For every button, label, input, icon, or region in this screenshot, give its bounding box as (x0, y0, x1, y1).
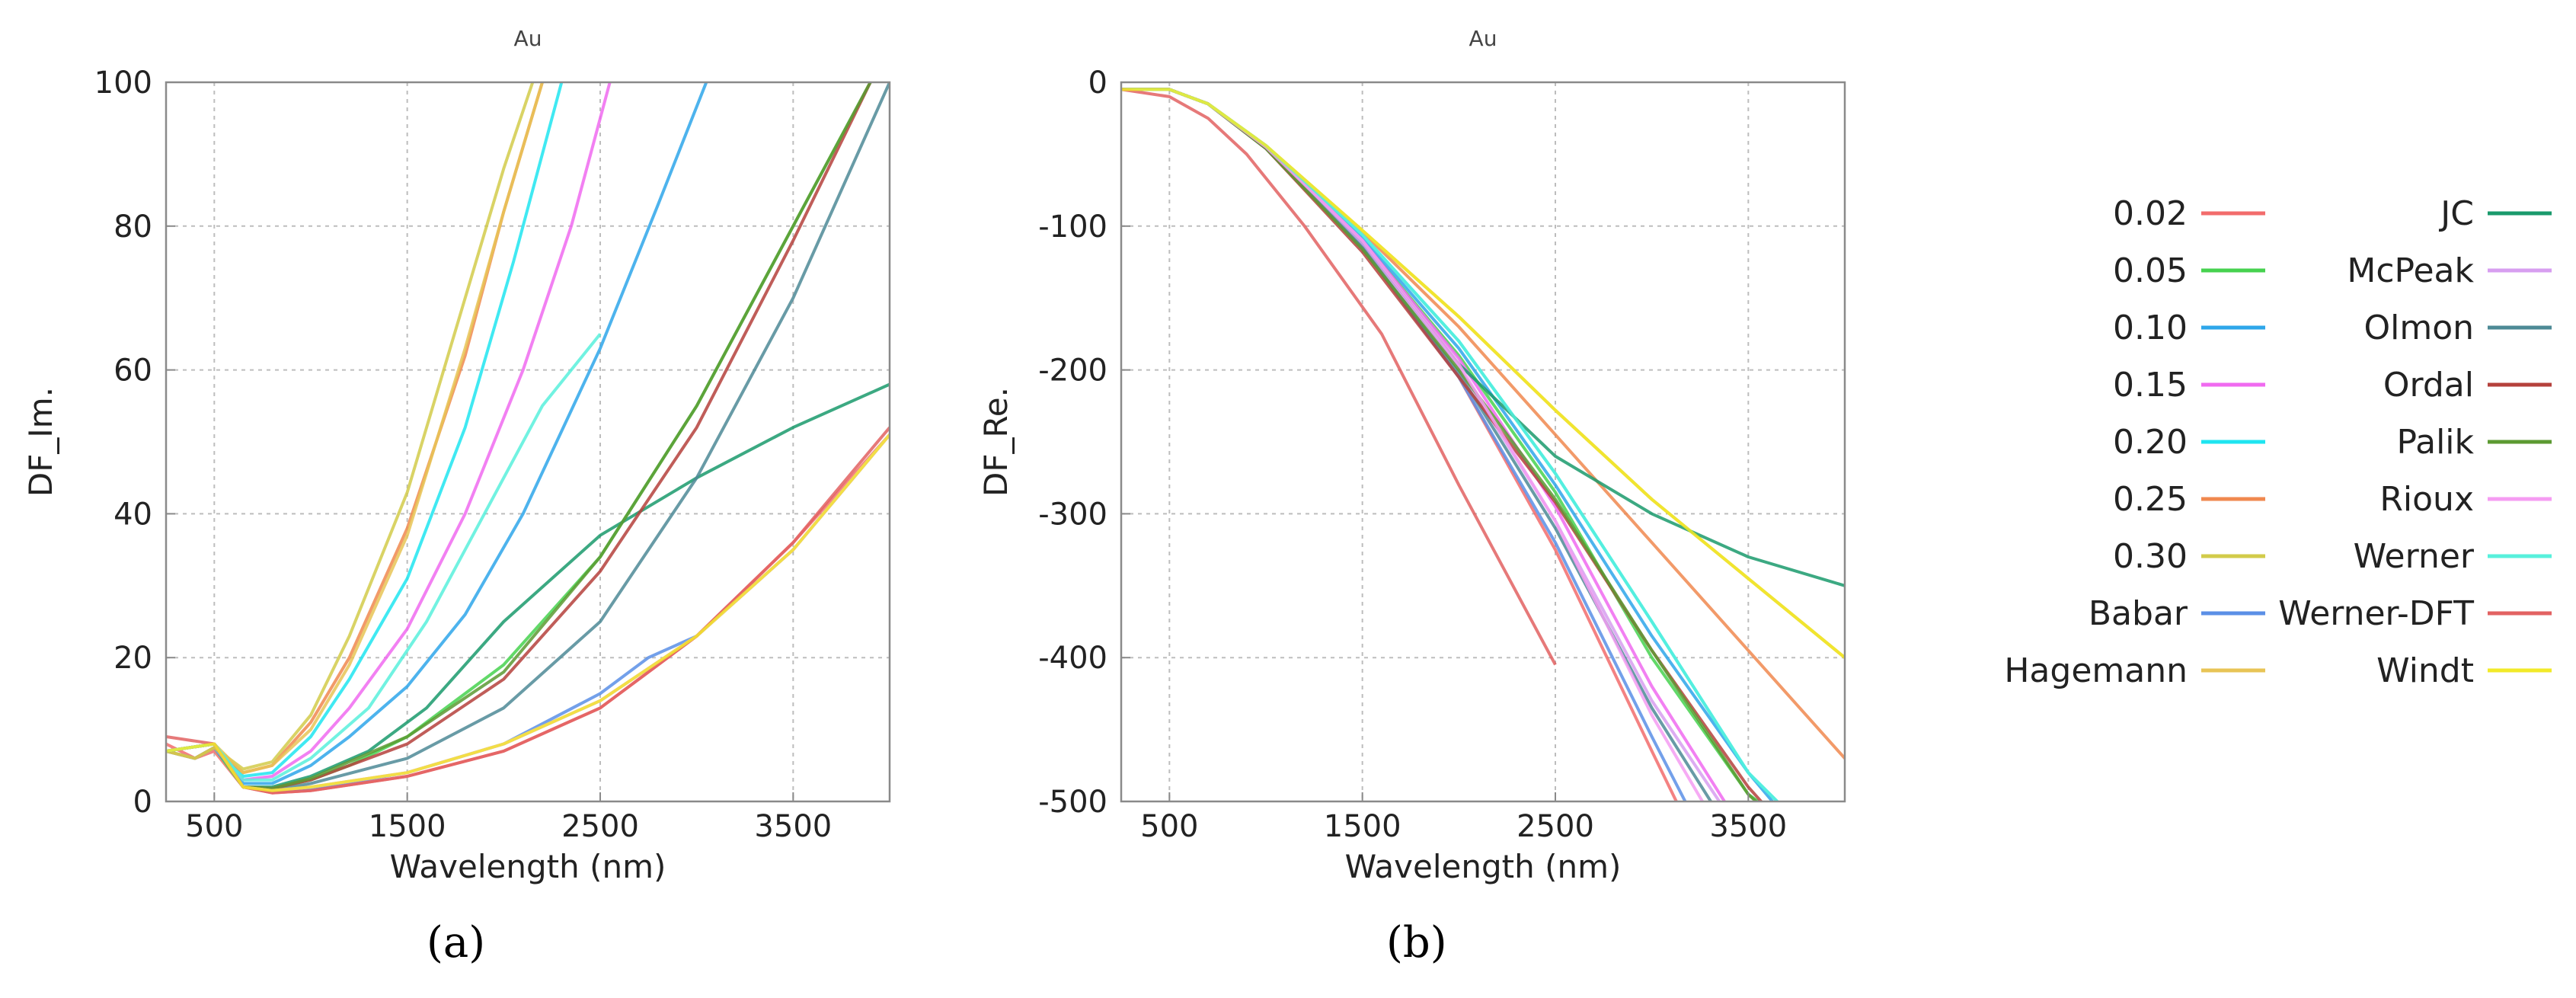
caption-b: (b) (1386, 918, 1447, 968)
chart-b-df-real: 500 1500 2500 3500 0 -100 -200 -300 -400 -500 Au Wa… (977, 26, 1846, 885)
legend-label-0-25: 0.25 (2113, 480, 2188, 519)
legend-label-hagemann: Hagemann (2004, 651, 2188, 690)
chart-a-series-0-30 (166, 82, 535, 771)
chart-b-series-werner-dft (1121, 88, 1557, 666)
chart-a-y-tick-label: 80 (113, 210, 152, 245)
chart-b-x-axis-label: Wavelength (nm) (1345, 848, 1622, 885)
chart-b-frame (1120, 81, 1846, 803)
legend-label-werner-dft: Werner-DFT (2278, 594, 2474, 633)
legend-label-0-02: 0.02 (2113, 194, 2188, 233)
legend-label-mcpeak: McPeak (2347, 251, 2474, 290)
chart-a-series-werner (166, 333, 602, 782)
chart-b-series-windt (1121, 88, 1845, 659)
chart-a-frame (165, 81, 891, 803)
chart-a-title: Au (514, 26, 542, 51)
legend-label-0-20: 0.20 (2113, 423, 2188, 462)
chart-b-y-tick-label: -400 (1038, 641, 1107, 676)
chart-b-x-tick-label: 2500 (1517, 809, 1594, 844)
chart-b-y-axis-label: DF_Re. (977, 387, 1015, 497)
legend-label-0-30: 0.30 (2113, 537, 2188, 576)
legend-label-0-15: 0.15 (2113, 366, 2188, 405)
chart-b-y-tick-label: -500 (1038, 785, 1107, 820)
chart-b-plot-area (1121, 82, 1845, 801)
legend-label-rioux: Rioux (2379, 480, 2474, 519)
chart-b-title: Au (1469, 26, 1497, 51)
legend-label-jc: JC (2438, 194, 2474, 233)
chart-a-y-tick-label: 0 (133, 785, 152, 820)
legend-label-palik: Palik (2397, 423, 2475, 462)
legend: 0.02 0.05 0.10 0.15 0.20 0.25 0.30 Babar Hageman… (2004, 194, 2552, 690)
chart-b-series-group (1121, 88, 1845, 801)
legend-label-babar: Babar (2089, 594, 2188, 633)
legend-label-werner: Werner (2354, 537, 2475, 576)
chart-a-series-group (166, 82, 890, 795)
chart-a-y-tick-label: 100 (94, 66, 152, 101)
chart-b-x-tick-label: 3500 (1709, 809, 1787, 844)
chart-a-df-imaginary: 500 1500 2500 3500 0 20 40 60 80 100 Au Wavelength … (22, 26, 891, 885)
chart-a-plot-area (166, 82, 890, 801)
chart-a-x-tick-label: 3500 (754, 809, 832, 844)
chart-b-y-tick-label: -100 (1038, 210, 1107, 245)
chart-a-series-hagemann (166, 82, 544, 775)
legend-label-ordal: Ordal (2383, 366, 2474, 405)
chart-b-y-tick-label: -200 (1038, 353, 1107, 389)
chart-a-x-tick-label: 2500 (561, 809, 639, 844)
chart-a-y-tick-label: 20 (113, 641, 152, 676)
legend-label-olmon: Olmon (2363, 309, 2474, 347)
chart-b-x-tick-label: 500 (1140, 809, 1198, 844)
chart-a-series-windt (166, 433, 890, 792)
chart-b-y-tick-label: 0 (1088, 66, 1107, 101)
chart-a-y-tick-label: 60 (113, 353, 152, 389)
chart-a-x-axis-label: Wavelength (nm) (390, 848, 666, 885)
chart-a-y-axis-label: DF_Im. (22, 387, 59, 497)
chart-a-x-tick-label: 500 (185, 809, 243, 844)
caption-a: (a) (427, 918, 486, 968)
legend-label-0-10: 0.10 (2113, 309, 2188, 347)
legend-label-0-05: 0.05 (2113, 251, 2188, 290)
chart-a-x-tick-label: 1500 (369, 809, 446, 844)
legend-label-windt: Windt (2376, 651, 2474, 690)
chart-a-y-tick-label: 40 (113, 497, 152, 532)
chart-b-y-tick-label: -300 (1038, 497, 1107, 532)
chart-b-x-tick-label: 1500 (1324, 809, 1401, 844)
